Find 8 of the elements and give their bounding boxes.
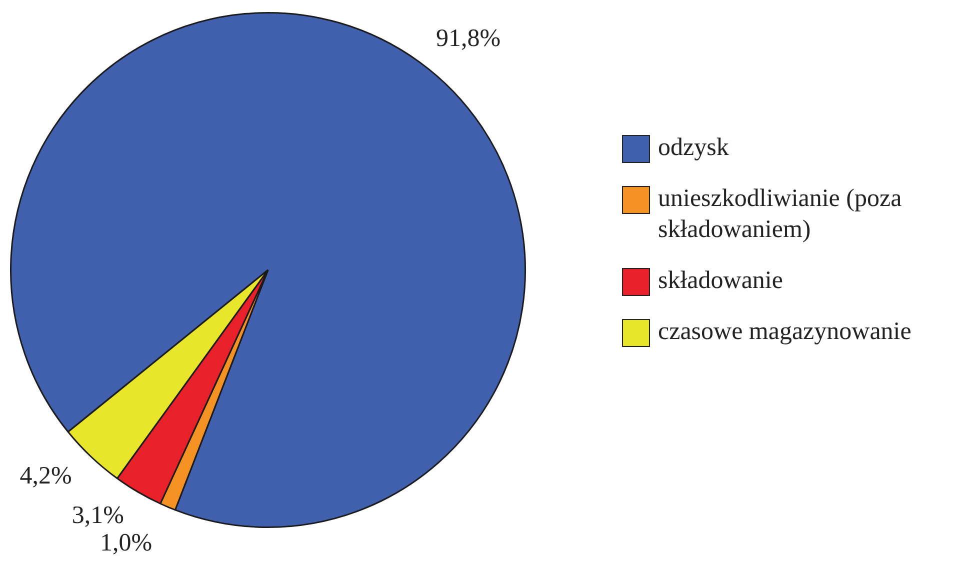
data-label: 3,1% xyxy=(72,502,124,529)
legend-label: czasowe magazynowanie xyxy=(658,317,912,347)
legend-label: składowanie xyxy=(658,266,784,296)
data-label: 4,2% xyxy=(20,462,72,490)
legend-label: odzysk xyxy=(658,133,730,163)
data-label: 91,8% xyxy=(436,25,501,52)
data-label: 1,0% xyxy=(100,529,152,556)
legend-label: unieszkodliwianie (poza składowaniem) xyxy=(658,184,903,245)
